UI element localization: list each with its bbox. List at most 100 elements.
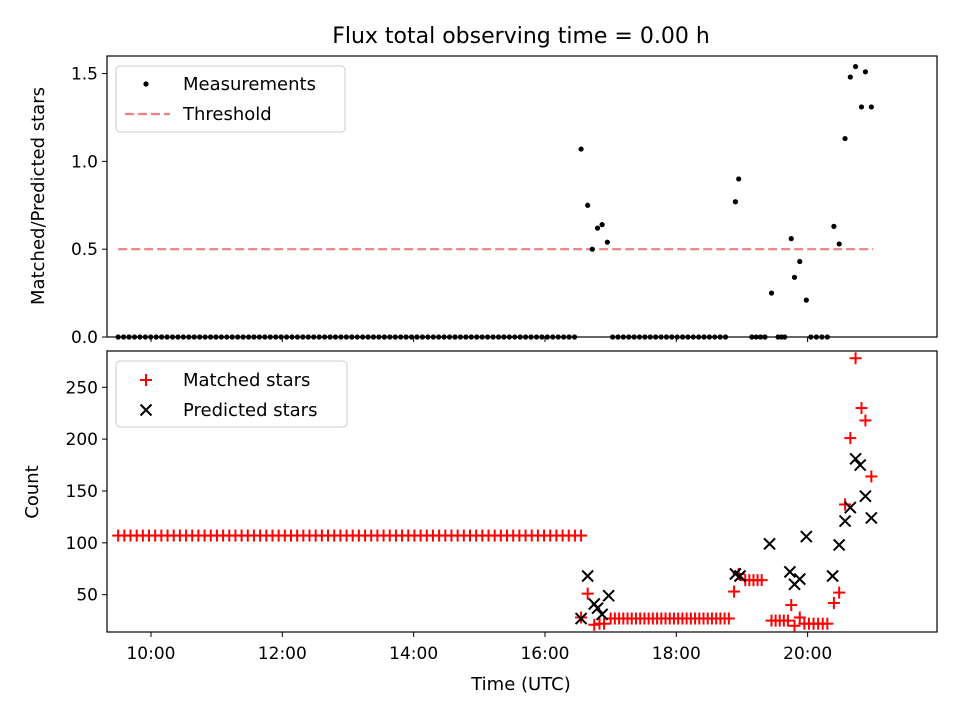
measurement-point [528,334,534,340]
matched-point [859,414,872,427]
bottom-panel: 50 100 150 200 250 10:00 12:00 14:00 16:00 18:00 2… [66,350,938,664]
matched-point [575,529,588,542]
measurement-point [479,334,485,340]
measurement-point [148,334,154,340]
x-tick-label: 10:00 [126,644,175,664]
matched-point [839,498,852,511]
measurement-point [550,334,556,340]
matched-point [827,596,840,609]
measurement-point [788,236,794,242]
bottom-y-tick-label: 100 [66,534,98,554]
measurement-point [753,334,759,340]
cross-b [800,530,813,543]
cross-b [783,565,797,579]
measurement-point [620,334,626,340]
top-y-axis-label: Matched/Predicted stars [28,87,49,305]
predicted-point [832,538,846,552]
measurement-point [658,334,664,340]
measurement-point [642,334,648,340]
legend-measurement-marker [143,81,149,87]
matched-point [833,586,846,599]
matched-point [785,599,798,612]
measurement-point [722,334,729,340]
measurement-point [370,334,377,340]
measurement-point [474,334,480,340]
measurement-point [392,334,398,340]
measurement-point [803,297,809,303]
measurement-point [202,334,208,340]
measurement-point [267,334,273,340]
measurement-point [278,334,284,340]
predicted-point [591,601,604,615]
matched-point [722,612,735,625]
measurement-point [186,334,192,340]
measurement-point [831,223,837,229]
bottom-y-tick-label: 50 [76,586,98,606]
measurement-point [229,334,235,340]
legend-matched-label: Matched stars [183,370,310,391]
measurement-point [425,334,431,340]
measurement-point [164,334,170,340]
measurement-point [589,246,595,252]
measurement-point [797,258,803,265]
measurement-point [408,334,415,340]
measurement-point [636,334,643,340]
measurement-point [610,334,616,340]
measurement-point [463,334,469,340]
measurement-point [235,334,241,340]
measurement-point [419,334,426,340]
measurement-point [808,334,814,340]
measurement-point [762,334,768,340]
measurement-point [322,334,328,340]
x-axis-label: Time (UTC) [470,674,571,695]
measurement-point [836,241,842,247]
top-panel: 0.0 0.5 1.0 1.5 Measurements Threshold [71,55,938,348]
legend-measurements-label: Measurements [183,74,316,95]
measurement-point [343,334,349,340]
cross-b [844,501,857,514]
predicted-point [581,569,594,583]
cross-b [826,569,839,583]
cross-b [591,601,604,615]
bottom-y-tick-label: 250 [66,378,98,398]
measurement-point [137,334,143,340]
measurement-point [316,334,322,340]
measurement-point [578,146,584,152]
predicted-point [849,452,862,466]
x-tick-label: 20:00 [783,644,832,664]
measurement-point [696,334,702,340]
predicted-point [838,514,852,528]
measurement-point [224,334,230,340]
measurement-point [283,334,290,340]
measurement-point [452,334,458,340]
x-tick-label: 14:00 [389,644,438,664]
measurement-point [594,225,601,231]
cross-b [581,569,594,583]
measurement-point [180,334,186,340]
top-y-tick-label: 0.0 [71,328,98,348]
measurement-point [701,334,707,340]
measurement-point [338,334,344,340]
measurement-point [332,334,339,340]
measurement-point [360,334,366,340]
matched-point [781,614,794,627]
measurement-point [819,334,825,340]
measurement-point [289,334,295,340]
measurement-point [218,334,224,340]
measurement-point [604,239,610,245]
measurement-point [782,334,788,340]
top-legend-box [115,65,346,133]
measurement-point [813,334,819,340]
measurement-point [858,104,865,110]
measurement-point [690,334,696,340]
measurement-point [669,334,675,340]
chart-title: Flux total observing time = 0.00 h [332,24,710,49]
measurement-point [523,334,529,340]
measurement-point [468,334,474,340]
predicted-point [844,501,857,514]
bottom-legend-box [115,360,348,428]
predicted-point [859,489,872,503]
cross-b [595,608,609,621]
measurement-point [365,334,371,340]
measurement-point [311,334,317,340]
